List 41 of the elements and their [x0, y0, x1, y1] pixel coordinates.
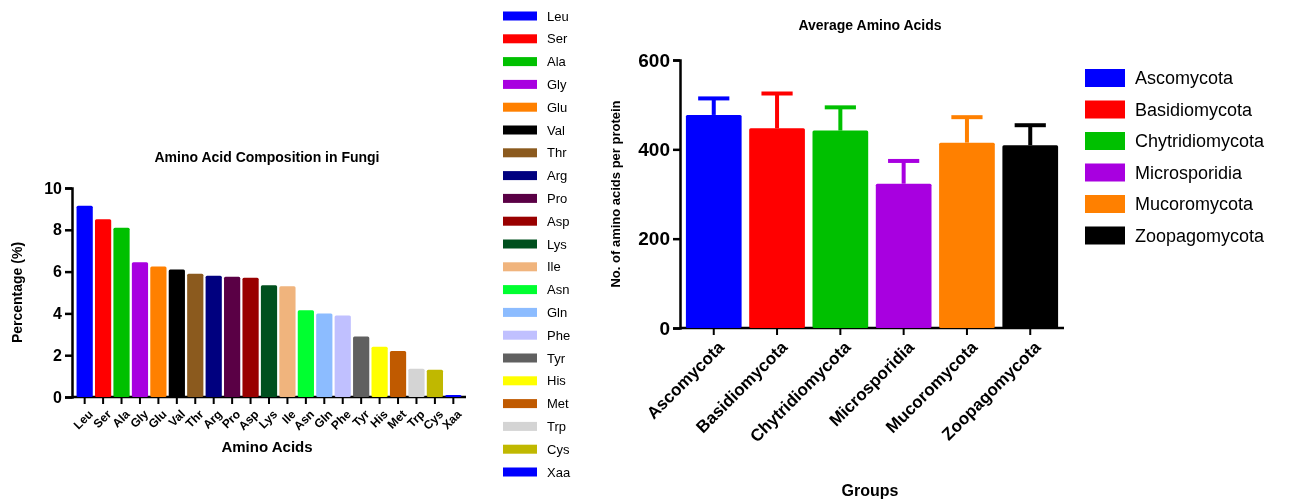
legend-label: Phe: [547, 327, 571, 343]
legend-label: Met: [547, 396, 570, 412]
legend-label: Chytridiomycota: [1135, 131, 1266, 152]
legend-label: Gly: [547, 76, 567, 92]
legend-label: Ascomycota: [1135, 68, 1235, 89]
chart-title: Average Amino Acids: [798, 17, 942, 33]
legend-label: Leu: [547, 8, 569, 24]
y-tick-label: 2: [53, 346, 63, 364]
y-tick-label: 4: [53, 305, 63, 323]
legend-label: Val: [547, 122, 565, 138]
legend-label: Ala: [547, 54, 567, 70]
x-axis-title: Amino Acids: [221, 438, 313, 455]
legend-label: Tyr: [547, 350, 566, 366]
x-axis-title: Groups: [841, 482, 899, 499]
y-tick-label: 8: [53, 221, 63, 239]
legend-label: Arg: [547, 168, 568, 184]
legend-label: Glu: [547, 99, 568, 115]
chart-title: Amino Acid Composition in Fungi: [154, 149, 380, 165]
y-tick-label: 10: [44, 179, 63, 197]
legend-label: Xaa: [547, 464, 571, 480]
y-tick-label: 0: [53, 388, 63, 406]
legend-label: Microsporidia: [1135, 162, 1244, 183]
legend-label: Ile: [547, 259, 561, 275]
y-tick-label: 6: [53, 263, 63, 281]
y-tick-label: 600: [638, 49, 670, 71]
legend-label: Thr: [547, 145, 568, 161]
y-axis-title: Percentage (%): [9, 241, 25, 344]
legend-label: Gln: [547, 304, 568, 320]
legend-label: Zoopagomycota: [1135, 225, 1266, 246]
legend-label: Asn: [547, 282, 570, 298]
y-tick-label: 0: [659, 317, 670, 339]
legend-label: Pro: [547, 190, 568, 206]
y-tick-label: 200: [638, 228, 670, 250]
legend-label: Mucoromycota: [1135, 194, 1255, 215]
legend-label: Lys: [547, 236, 568, 252]
legend-label: Ser: [547, 31, 568, 47]
legend-label: Cys: [547, 441, 570, 457]
legend-label: Basidiomycota: [1135, 99, 1254, 120]
y-axis-title: No. of amino acids per protein: [608, 100, 623, 288]
y-tick-label: 400: [638, 138, 670, 160]
legend-label: Asp: [547, 213, 570, 229]
